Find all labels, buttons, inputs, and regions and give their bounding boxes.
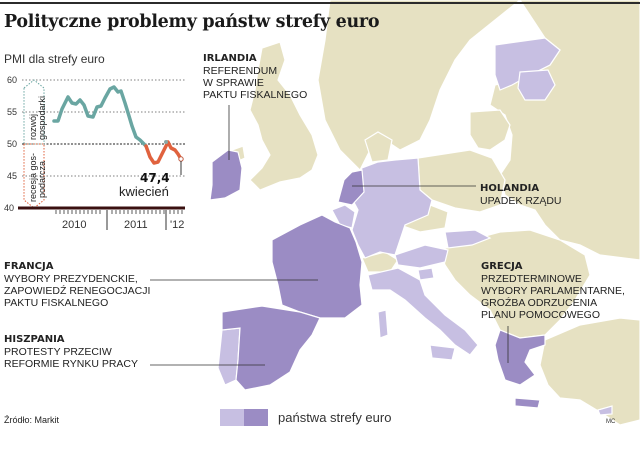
y-tick-40: 40 (4, 203, 14, 213)
y-tick-55: 55 (7, 107, 17, 117)
chart-title: PMI dla strefy euro (4, 52, 105, 66)
legend-swatch-dark (244, 409, 268, 426)
last-value-label: 47,4 (140, 171, 170, 185)
y-tick-50: 50 (7, 139, 17, 149)
zone-recession-label-2: podarcza (37, 161, 47, 198)
zone-recession-label-1: recesja gos- (28, 153, 38, 202)
callout-line: REFORMIE RYNKU PRACY (4, 358, 138, 370)
callout-line: GROŹBA ODRZUCENIA (481, 297, 598, 309)
y-tick-45: 45 (7, 171, 17, 181)
callout-line: PLANU POMOCOWEGO (481, 309, 601, 321)
callout-line: W SPRAWIE (203, 77, 264, 89)
pmi-point-jan-2012 (164, 140, 168, 144)
callout-line: REFERENDUM (203, 65, 278, 77)
pmi-line-recession (144, 140, 183, 165)
callout-irlandia: IRLANDIA REFERENDUM W SPRAWIE PAKTU FISK… (203, 53, 307, 101)
zone-growth-label-2: gospodarki (37, 96, 47, 140)
callout-line: WYBORY PARLAMENTARNE, (481, 285, 625, 297)
callout-grecja: GRECJA PRZEDTERMINOWE WYBORY PARLAMENTAR… (481, 261, 625, 321)
callout-line: ZAPOWIEDŹ RENEGOCJACJI (4, 285, 151, 297)
callout-country: IRLANDIA (203, 53, 257, 64)
legend-label: państwa strefy euro (278, 410, 392, 425)
euro-zone-countries-light (217, 37, 613, 416)
callout-line: UPADEK RZĄDU (480, 195, 562, 207)
page-title: Polityczne problemy państw strefy euro (4, 12, 380, 32)
y-tick-60: 60 (7, 75, 17, 85)
x-ticks (55, 210, 183, 230)
legend: państwa strefy euro (220, 409, 391, 426)
x-tick-12: '12 (170, 219, 184, 231)
zone-recession-bracket (23, 143, 45, 209)
callout-line: PAKTU FISKALNEGO (203, 89, 308, 101)
top-rule (0, 2, 640, 4)
callout-line: PROTESTY PRZECIW (4, 346, 112, 358)
callout-hiszpania: HISZPANIA PROTESTY PRZECIW REFORMIE RYNK… (4, 334, 138, 370)
legend-swatch-light (220, 409, 244, 426)
pmi-line-growth (52, 85, 148, 148)
zone-growth-label-1: rozwój (28, 114, 38, 140)
non-euro-countries (231, 0, 640, 426)
x-tick-2010: 2010 (62, 219, 86, 231)
callout-country: GRECJA (481, 261, 523, 272)
callout-line: PRZEDTERMINOWE (481, 273, 582, 285)
callout-francja: FRANCJA WYBORY PREZYDENCKIE, ZAPOWIEDŹ R… (4, 261, 150, 309)
last-month-label: kwiecień (119, 184, 169, 199)
author-credit: MC (606, 419, 616, 425)
callout-country: HOLANDIA (480, 183, 540, 194)
pmi-line-chart: 60 55 50 45 40 2010 2011 '12 rozwój gosp… (4, 75, 185, 231)
source-note: Źródło: Markit (4, 415, 60, 425)
x-tick-2011: 2011 (124, 219, 148, 231)
callout-line: PAKTU FISKALNEGO (4, 297, 109, 309)
callout-lines (150, 105, 509, 366)
euro-zone-countries-dark (209, 149, 546, 409)
callout-holandia: HOLANDIA UPADEK RZĄDU (480, 183, 561, 207)
pmi-point-apr-2012 (178, 156, 184, 162)
callout-line: WYBORY PREZYDENCKIE, (4, 273, 138, 285)
callout-country: FRANCJA (4, 261, 54, 272)
callout-country: HISZPANIA (4, 334, 65, 345)
chart-gridlines (22, 79, 185, 177)
